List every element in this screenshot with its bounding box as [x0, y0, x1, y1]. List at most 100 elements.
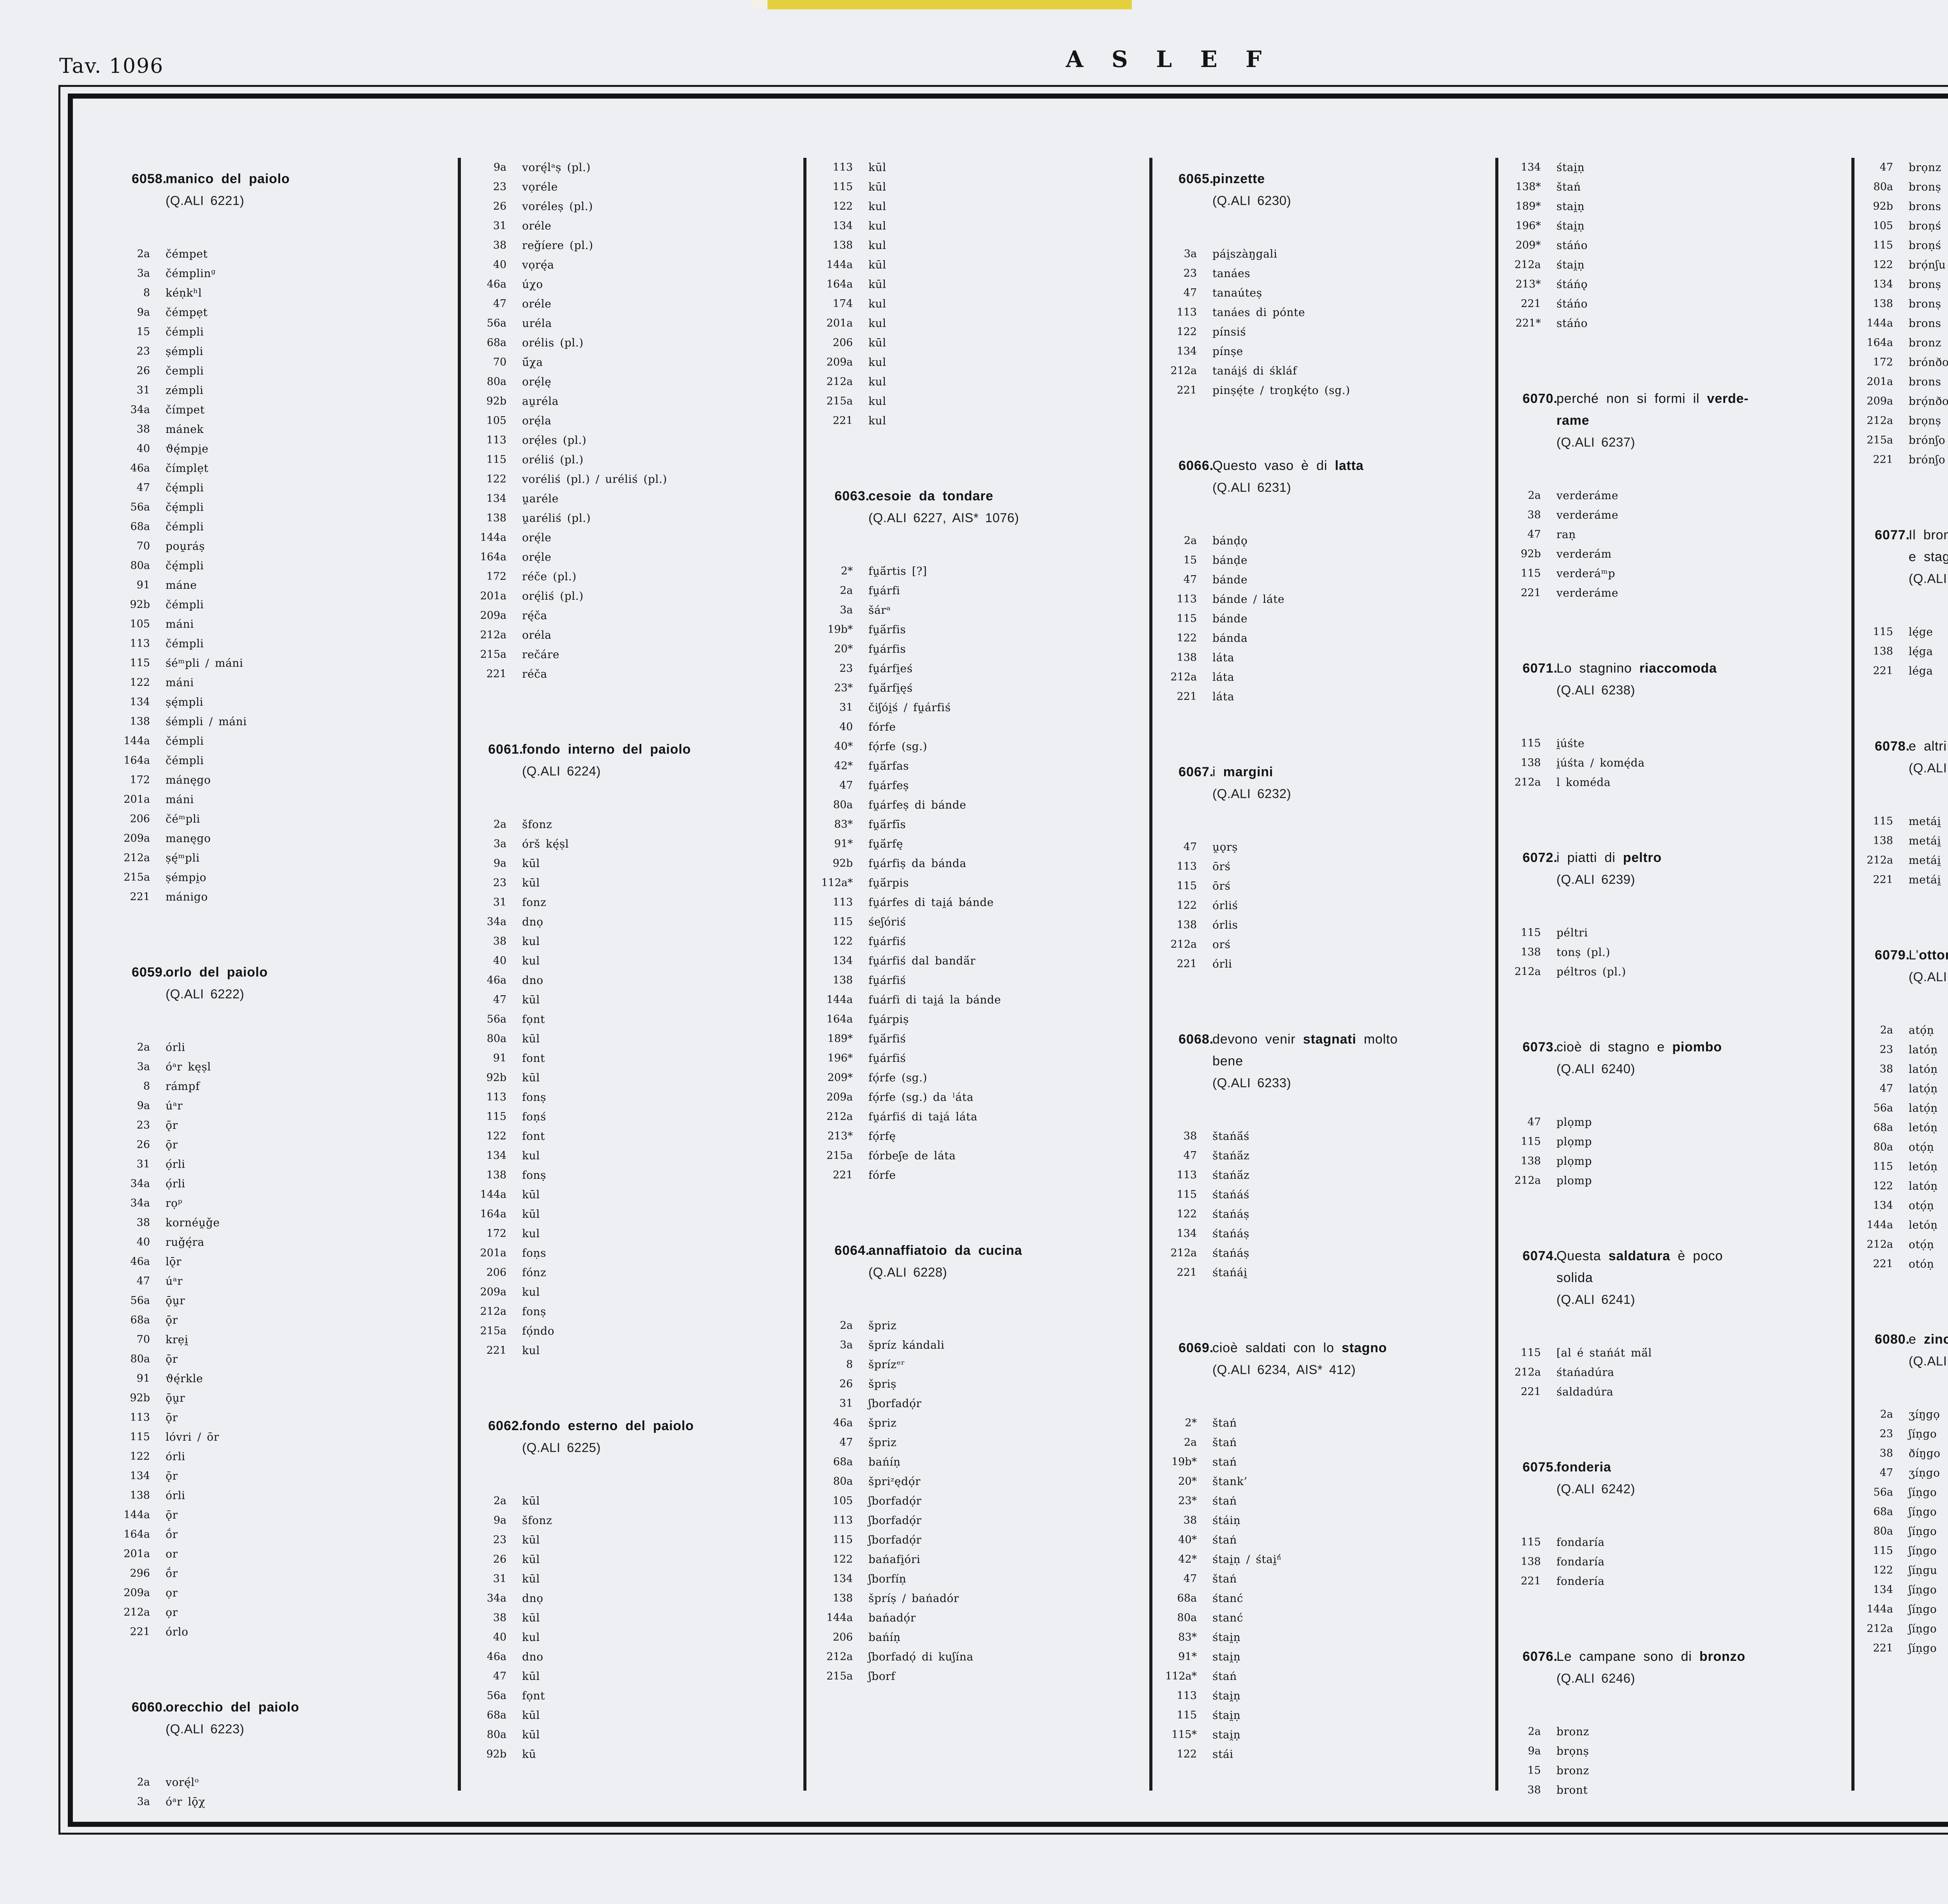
- dialect-form: kūl: [868, 180, 886, 193]
- location-code: 42*: [834, 760, 853, 772]
- list-item: 115 bánde: [1151, 609, 1486, 629]
- title-term: riaccomoda: [1639, 661, 1717, 676]
- location-code: 80a: [833, 799, 853, 811]
- list-item: 92b brons: [1847, 197, 1948, 216]
- location-code: 212a: [826, 1651, 853, 1663]
- location-code: 221: [1521, 298, 1541, 310]
- location-code: 144a: [826, 994, 853, 1006]
- dialect-form: fọ́ndo: [522, 1325, 555, 1337]
- dialect-form: śtanć: [1212, 1592, 1244, 1605]
- dialect-form: dno: [522, 974, 543, 987]
- list-item: 91 ϑę́rkle: [104, 1369, 439, 1388]
- list-item: 34a dnọ: [461, 912, 796, 932]
- list-item: 221 mánigo: [104, 887, 439, 907]
- entry-title: orlo del paiolo: [166, 961, 439, 983]
- plate-number: Tav. 1096: [59, 55, 164, 78]
- location-code: 134: [130, 1470, 150, 1482]
- location-code: 144a: [826, 259, 853, 271]
- location-code: 47: [136, 1275, 150, 1287]
- list-item: 134 ṣę́mpli: [104, 692, 439, 712]
- dialect-form: brónʃo: [1909, 434, 1946, 447]
- dialect-form: otọ́ṇ: [1909, 1199, 1934, 1212]
- location-code: 83*: [834, 818, 853, 830]
- list-item: 209a kul: [461, 1282, 796, 1302]
- list-item: 56a fọnt: [461, 1010, 796, 1029]
- list-item: 46a čímplẹt: [104, 459, 439, 478]
- list-item: 91* fu̯ä́rfę: [807, 834, 1142, 854]
- list-item: 144a letóṇ: [1847, 1215, 1948, 1235]
- location-code: 23: [493, 181, 506, 193]
- list-item: 47 úᵃr: [104, 1272, 439, 1291]
- list-item: 40* śtań: [1151, 1530, 1486, 1550]
- entry-item-list: 2a šfonz 3a órš kę́ṣl 9a kūl 23 kūl 31 fonz 34a dnọ…: [461, 815, 796, 1360]
- list-item: 215a brónʃo: [1847, 431, 1948, 450]
- dialect-form: latóṇ: [1909, 1043, 1938, 1056]
- location-code: 92b: [1873, 200, 1893, 212]
- dialect-form: fondaría: [1556, 1536, 1605, 1549]
- location-code: 40: [136, 443, 150, 455]
- location-code: 31: [493, 896, 506, 908]
- list-item: 92b au̯réla: [461, 392, 796, 411]
- dialect-form: dno: [522, 1650, 543, 1663]
- location-code: 2a: [1880, 1024, 1893, 1036]
- location-code: 47: [1879, 1467, 1893, 1479]
- location-code: 212a: [1514, 966, 1541, 978]
- entry-item-list: 2a vorę́lᵒ 3a óᵃr lǭχ: [104, 1773, 439, 1812]
- entry-number: 6071.: [1523, 661, 1558, 676]
- dialect-form: kul: [522, 1631, 540, 1644]
- list-item: 113 ǭr: [104, 1408, 439, 1427]
- location-code: 206: [833, 337, 853, 349]
- dialect-form: fu̯árfeṣ: [868, 779, 909, 792]
- list-item: 31 čiʃói̯ś / fu̯árfiś: [807, 698, 1142, 717]
- location-code: 122: [1873, 259, 1893, 271]
- title-term: rame: [1556, 413, 1590, 428]
- inner-frame: [68, 94, 1948, 1827]
- entry-header: 6080.e zinco (Q.ALI 6250): [1847, 1328, 1948, 1372]
- dialect-form: kūl: [522, 1071, 540, 1084]
- location-code: 213*: [1515, 278, 1541, 290]
- list-item: 68a letóṇ: [1847, 1118, 1948, 1137]
- dialect-form: kūl: [522, 1709, 540, 1722]
- list-item: 38 śtáiṇ: [1151, 1511, 1486, 1530]
- list-item: 115 broṇś: [1847, 236, 1948, 255]
- list-item: 26 voréleṣ (pl.): [461, 197, 796, 216]
- location-code: 138: [486, 1169, 506, 1181]
- entry-ref: (Q.ALI 6232): [1212, 786, 1291, 801]
- list-item: 113 kūl: [807, 158, 1142, 177]
- location-code: 9a: [493, 161, 506, 173]
- list-item: 23 vọréle: [461, 177, 796, 197]
- entry-item-list: 47 u̯ǫrṣ 113 ōrś 115 ōrś 122 órliś 138 órlis 212a o…: [1151, 837, 1486, 974]
- location-code: 122: [130, 676, 150, 689]
- list-item: 23 fu̯árfi̯eś: [807, 659, 1142, 678]
- entry-ref: (Q.ALI 6239): [1556, 872, 1635, 887]
- dialect-form: fuárfi di tai̯á la bánde: [868, 993, 1001, 1006]
- dialect-form: śtai̯ṇ: [1556, 161, 1585, 174]
- dialect-form: vorę́lᵃṣ (pl.): [522, 161, 591, 174]
- dialect-form: čę́mpli: [166, 501, 204, 514]
- entry-ref: (Q.ALI 6231): [1212, 480, 1291, 495]
- dialect-form: fu̯ä́rfis: [868, 623, 906, 636]
- list-item: 23 tanáes: [1151, 264, 1486, 283]
- dialect-form: śtańadúra: [1556, 1366, 1615, 1379]
- dialect-form: latóṇ: [1909, 1063, 1938, 1076]
- location-code: 19b*: [827, 623, 853, 636]
- list-item: 212a ʃborfadọ́ di kuʃína: [807, 1647, 1142, 1667]
- dialect-form: śéᵐpli / máni: [166, 657, 244, 669]
- list-item: 122 pínsiś: [1151, 322, 1486, 342]
- dialect-form: ʃíṇgo: [1909, 1603, 1937, 1616]
- list-item: 23 ṣémpli: [104, 342, 439, 361]
- dialect-form: pinṣę́te / troŋkę́to (sg.): [1212, 384, 1350, 397]
- list-item: 164a orę́le: [461, 548, 796, 567]
- location-code: 80a: [130, 560, 150, 572]
- location-code: 47: [493, 994, 506, 1006]
- list-item: 134 otọ́ṇ: [1847, 1196, 1948, 1215]
- list-item: 40 ruǧę́ra: [104, 1233, 439, 1252]
- dialect-form: fónz: [522, 1266, 547, 1279]
- list-item: 144a ǭr: [104, 1505, 439, 1525]
- dialect-form: štań: [1212, 1436, 1237, 1449]
- title-text: e stagno: [1909, 549, 1948, 564]
- list-item: 221 metái̯: [1847, 870, 1948, 890]
- list-item: 115 verderáᵐp: [1495, 564, 1830, 583]
- list-item: 115 foṇś: [461, 1107, 796, 1127]
- location-code: 26: [136, 1139, 150, 1151]
